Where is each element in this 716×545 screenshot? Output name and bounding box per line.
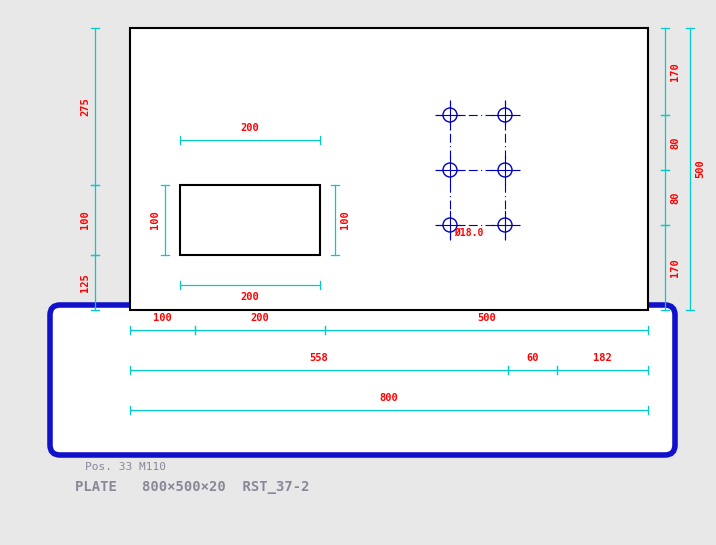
Text: 100: 100 xyxy=(340,210,350,229)
Text: 80: 80 xyxy=(670,136,680,149)
Text: Pos. 33 M110: Pos. 33 M110 xyxy=(85,462,166,472)
Text: 170: 170 xyxy=(670,258,680,277)
Text: 200: 200 xyxy=(241,292,259,302)
Text: 170: 170 xyxy=(670,62,680,81)
Circle shape xyxy=(443,218,457,232)
Circle shape xyxy=(443,163,457,177)
Text: 558: 558 xyxy=(309,353,329,363)
Bar xyxy=(180,185,320,255)
Text: 182: 182 xyxy=(593,353,612,363)
Circle shape xyxy=(498,218,512,232)
Text: 200: 200 xyxy=(241,123,259,133)
Circle shape xyxy=(498,163,512,177)
Text: PLATE   800×500×20  RST_37-2: PLATE 800×500×20 RST_37-2 xyxy=(75,480,309,494)
Text: 500: 500 xyxy=(477,313,496,323)
Text: 200: 200 xyxy=(251,313,269,323)
Text: 275: 275 xyxy=(80,97,90,116)
Text: 100: 100 xyxy=(150,210,160,229)
FancyBboxPatch shape xyxy=(50,305,675,455)
Text: 100: 100 xyxy=(80,210,90,229)
Circle shape xyxy=(443,108,457,122)
Text: 125: 125 xyxy=(80,273,90,292)
Text: 60: 60 xyxy=(526,353,538,363)
Text: Ø18.0: Ø18.0 xyxy=(454,228,483,238)
Text: 800: 800 xyxy=(379,393,398,403)
Bar xyxy=(130,28,648,310)
Text: 100: 100 xyxy=(153,313,172,323)
Circle shape xyxy=(498,108,512,122)
Text: 500: 500 xyxy=(695,160,705,178)
Text: 80: 80 xyxy=(670,191,680,204)
